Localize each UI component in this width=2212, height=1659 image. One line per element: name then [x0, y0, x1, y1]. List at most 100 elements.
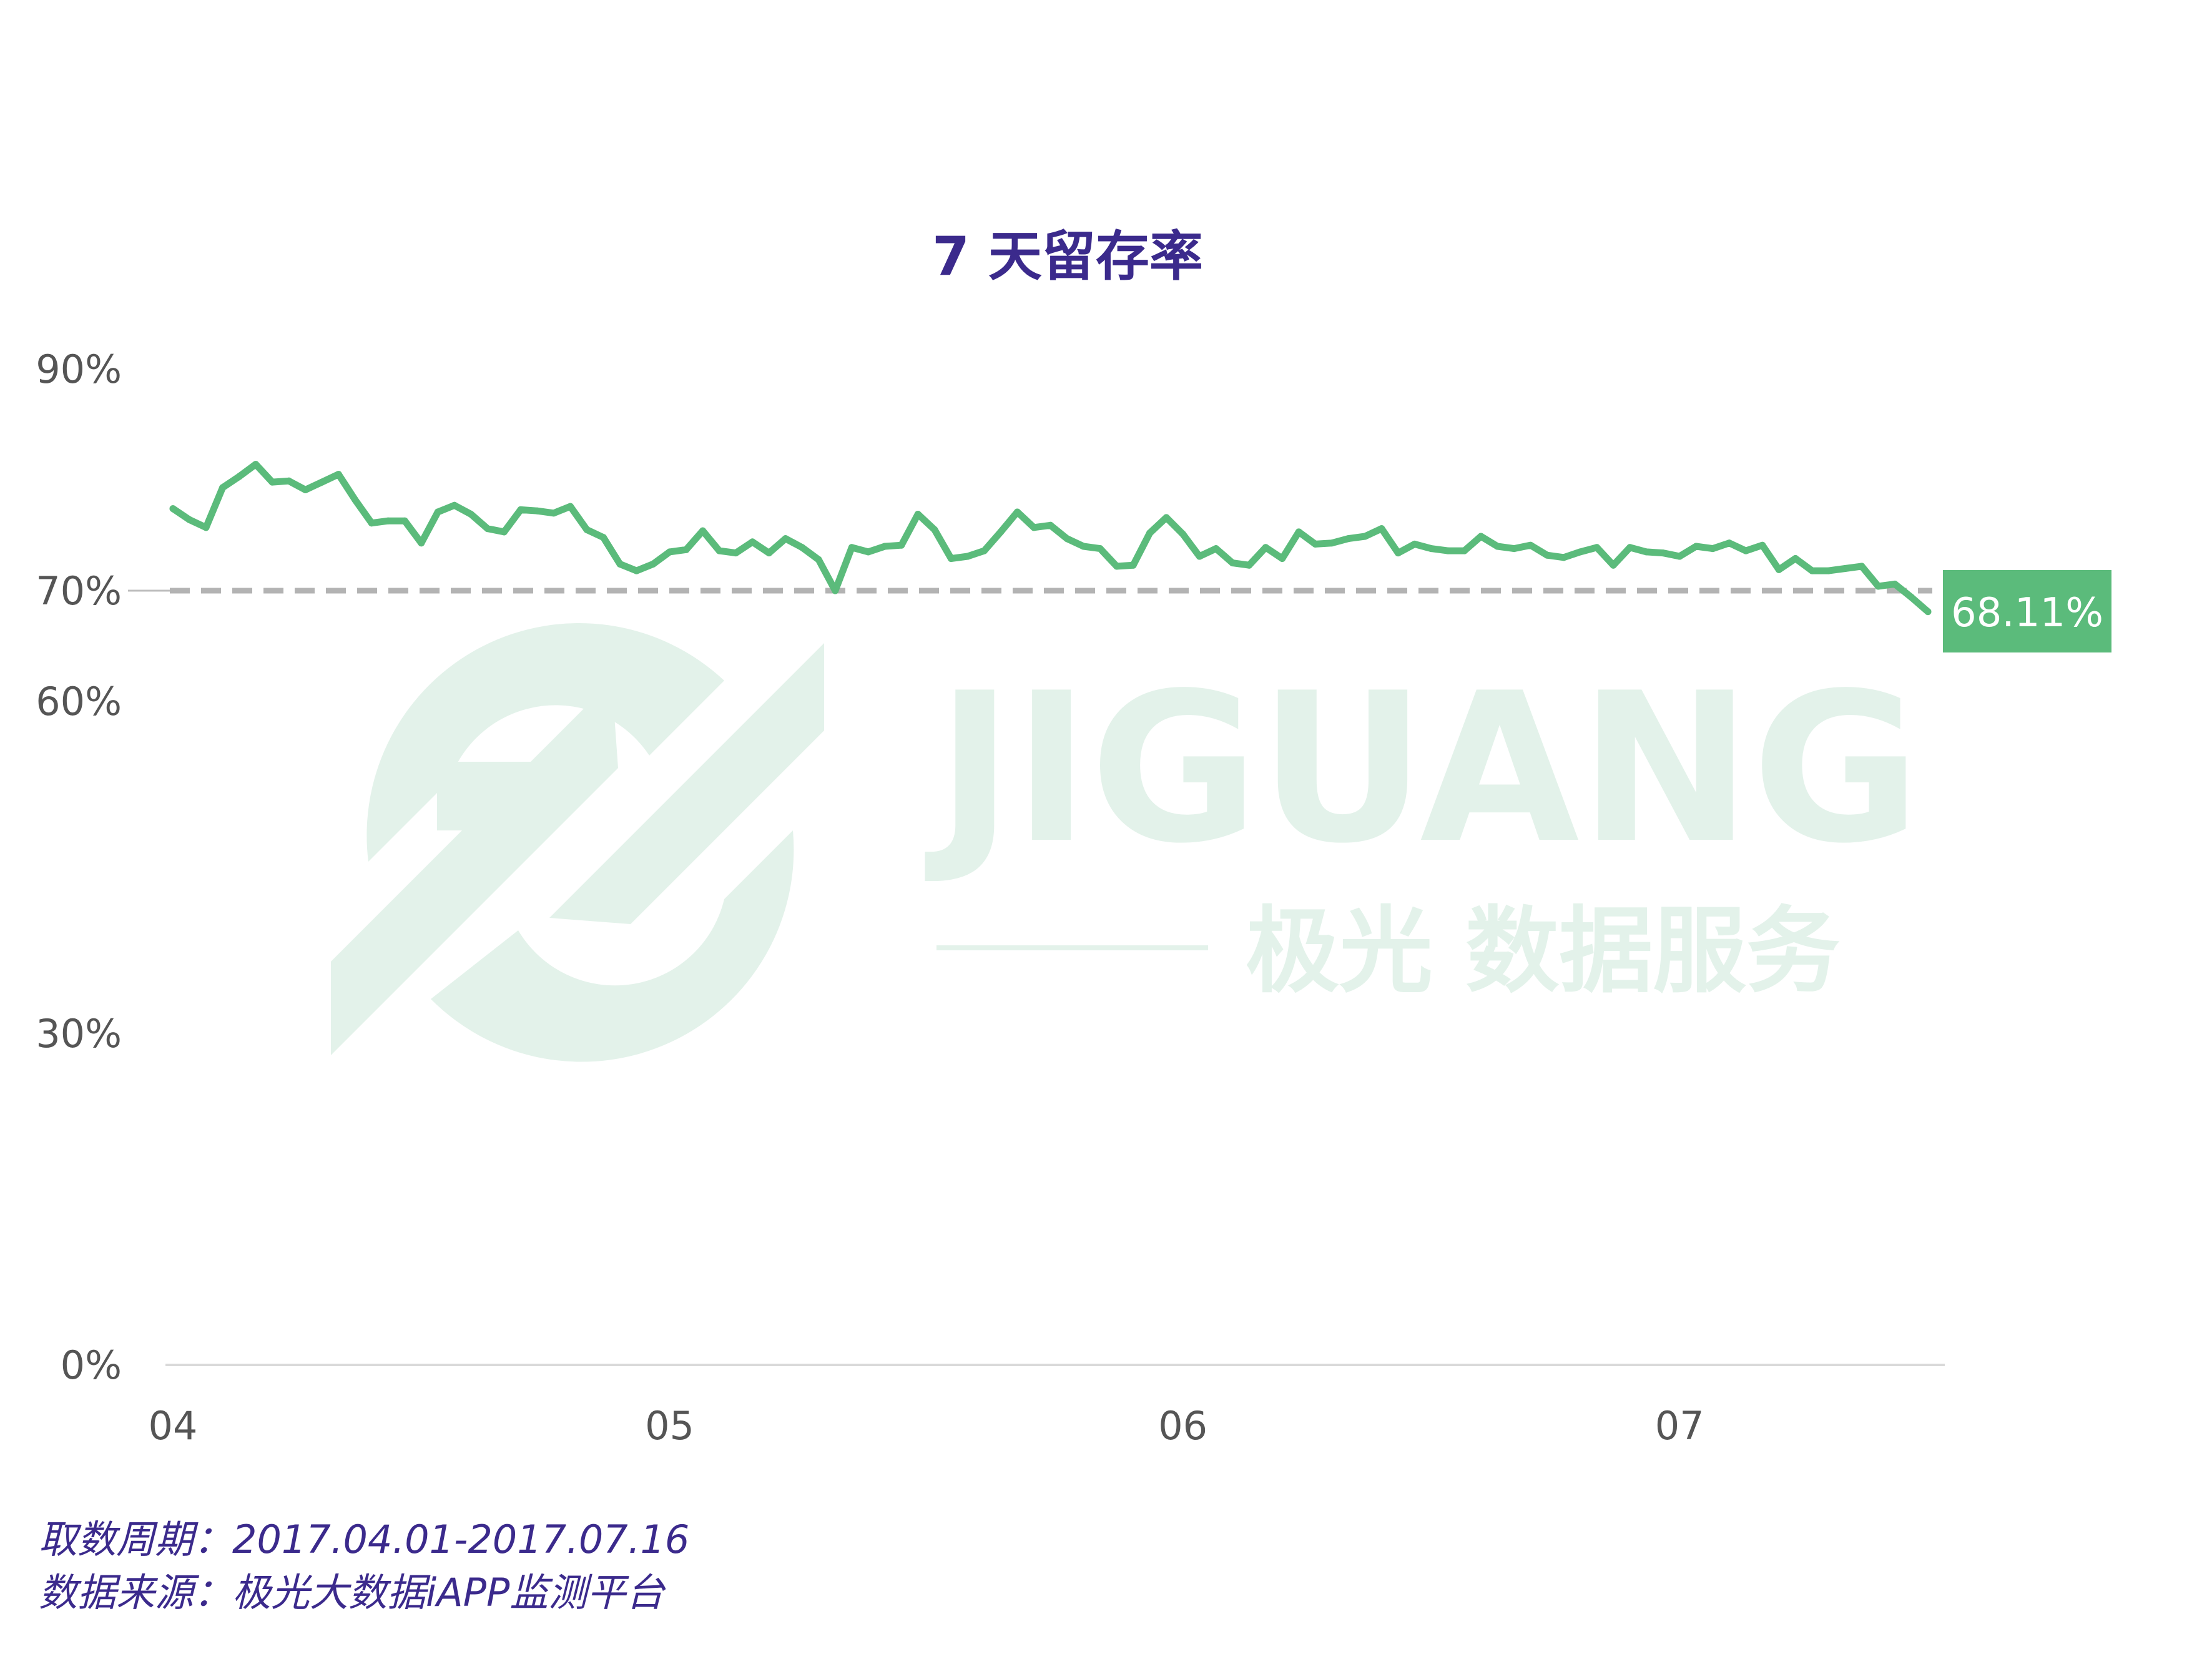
y-tick-label: 70%: [36, 568, 122, 614]
data-point: [1229, 559, 1236, 567]
data-point: [1279, 555, 1286, 562]
data-point: [1742, 547, 1749, 554]
data-point: [931, 526, 938, 533]
data-point: [1891, 580, 1899, 588]
data-point: [1312, 540, 1319, 548]
data-point: [517, 506, 524, 513]
data-point: [169, 505, 177, 513]
footnote-period: 取数周期：2017.04.01-2017.07.16: [39, 1517, 690, 1562]
data-point: [1610, 561, 1617, 569]
data-point: [782, 535, 789, 543]
data-point: [1626, 544, 1634, 551]
data-point: [666, 548, 674, 556]
data-point: [1378, 525, 1385, 533]
data-point: [1576, 548, 1584, 556]
data-point: [1527, 541, 1534, 549]
data-point: [1808, 567, 1816, 574]
data-point: [368, 519, 375, 527]
data-point: [1924, 608, 1932, 616]
data-point: [600, 534, 607, 541]
data-point: [1295, 528, 1302, 536]
data-point: [385, 517, 392, 524]
watermark-slogan: 极光 数据服务: [1246, 897, 1840, 1006]
data-point: [1444, 547, 1452, 554]
data-point: [1858, 563, 1865, 570]
data-point: [749, 538, 756, 546]
data-point: [898, 541, 905, 549]
data-point: [947, 555, 955, 562]
chart-title: 7 天留存率: [932, 225, 1203, 288]
data-point: [401, 517, 408, 524]
data-point: [1693, 543, 1700, 550]
data-point: [1908, 594, 1915, 601]
data-point: [616, 560, 624, 568]
data-point: [252, 461, 260, 468]
data-point: [1163, 514, 1170, 521]
data-point: [1129, 561, 1137, 569]
data-point: [997, 528, 1005, 536]
y-tick-label: 0%: [61, 1342, 122, 1388]
x-tick-label: 07: [1655, 1403, 1704, 1449]
data-point: [1593, 544, 1601, 551]
data-point: [1196, 553, 1203, 560]
data-point: [865, 548, 872, 556]
data-point: [533, 507, 541, 514]
data-point: [1825, 567, 1832, 574]
data-point: [815, 556, 822, 563]
data-point: [980, 547, 988, 554]
data-point: [1775, 566, 1782, 573]
data-point: [699, 527, 707, 534]
data-point: [914, 511, 922, 518]
data-point: [1146, 529, 1154, 537]
data-point: [1096, 545, 1104, 553]
data-point: [451, 501, 458, 509]
data-point: [633, 567, 640, 574]
data-point: [1792, 555, 1799, 562]
data-point: [1494, 543, 1501, 550]
data-point: [1328, 539, 1335, 547]
y-tick-label: 60%: [36, 679, 122, 724]
data-point: [202, 524, 210, 531]
data-point: [1726, 539, 1733, 547]
data-point: [1047, 521, 1054, 529]
data-point: [1676, 553, 1683, 560]
x-tick-label: 06: [1158, 1403, 1207, 1449]
data-point: [484, 525, 491, 533]
data-point: [1014, 508, 1021, 516]
data-point: [765, 549, 773, 557]
watermark-logo: [331, 623, 824, 1062]
data-point: [583, 526, 591, 533]
data-point: [235, 473, 243, 480]
data-point: [1113, 563, 1121, 570]
data-point: [1461, 547, 1468, 554]
end-value-label: 68.11%: [1951, 590, 2103, 636]
y-tick-label: 30%: [36, 1011, 122, 1056]
y-tick-label: 90%: [36, 347, 122, 392]
data-point: [335, 471, 342, 478]
footnote-source: 数据来源：极光大数据iAPP监测平台: [39, 1570, 665, 1615]
data-point: [219, 484, 227, 491]
data-point: [1841, 565, 1849, 572]
y-axis-ticks: 0% 30% 60% 70% 90%: [36, 347, 122, 1388]
data-point: [1063, 535, 1071, 543]
data-point: [500, 528, 508, 536]
data-point: [1560, 554, 1568, 561]
data-point: [1643, 548, 1650, 556]
data-point: [1709, 545, 1716, 553]
data-point: [649, 560, 657, 568]
data-point: [418, 539, 425, 547]
data-point: [1179, 531, 1187, 538]
data-point: [1394, 549, 1402, 557]
data-point: [1427, 545, 1435, 553]
data-point: [1477, 533, 1485, 540]
data-point: [848, 544, 855, 551]
data-point: [1345, 535, 1352, 543]
x-tick-label: 04: [149, 1403, 198, 1449]
data-point: [1543, 551, 1551, 559]
data-point: [1246, 561, 1253, 569]
data-point: [1212, 545, 1220, 553]
data-point: [1874, 583, 1882, 590]
data-point: [682, 546, 690, 553]
data-point: [1659, 549, 1667, 557]
